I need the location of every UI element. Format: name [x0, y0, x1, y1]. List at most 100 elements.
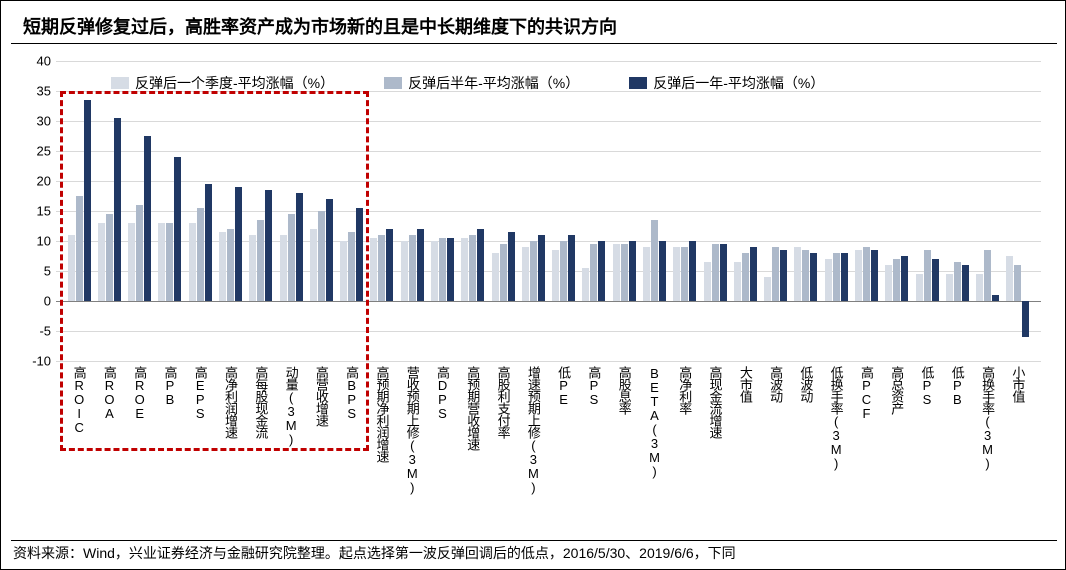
y-tick: 10	[21, 234, 51, 249]
x-label: 高净利润增速	[221, 366, 240, 438]
bar	[197, 208, 204, 301]
x-label: 高ROE	[130, 366, 149, 420]
bar	[219, 232, 226, 301]
bar	[158, 223, 165, 301]
x-label: 高PCF	[857, 366, 876, 420]
bar	[1014, 265, 1021, 301]
bar	[772, 247, 779, 301]
bar	[477, 229, 484, 301]
bar	[673, 247, 680, 301]
bar	[144, 136, 151, 301]
bar	[340, 241, 347, 301]
bar	[613, 244, 620, 301]
legend-swatch	[629, 77, 647, 89]
bar	[794, 247, 801, 301]
bar	[643, 247, 650, 301]
bar	[659, 241, 666, 301]
x-label: 高预期净利润增速	[372, 366, 391, 462]
bar	[629, 241, 636, 301]
chart-title: 短期反弹修复过后，高胜率资产成为市场新的且是中长期维度下的共识方向	[23, 13, 617, 39]
legend-label: 反弹后一年-平均涨幅（%）	[653, 73, 824, 93]
x-label: 高BPS	[342, 366, 361, 420]
legend: 反弹后一个季度-平均涨幅（%）反弹后半年-平均涨幅（%）反弹后一年-平均涨幅（%…	[111, 73, 824, 93]
bar	[114, 118, 121, 301]
x-label: 增速预期上修(3M)	[524, 366, 543, 494]
plot-area	[56, 61, 1041, 361]
bar	[356, 208, 363, 301]
bar	[508, 232, 515, 301]
bar	[590, 244, 597, 301]
x-label: 高每股现金流	[251, 366, 270, 438]
bar	[855, 250, 862, 301]
bar	[417, 229, 424, 301]
y-tick: 25	[21, 144, 51, 159]
x-label: 高EPS	[191, 366, 210, 420]
bar	[326, 199, 333, 301]
bar	[136, 205, 143, 301]
x-label: BETA(3M)	[647, 366, 662, 478]
x-label: 低PS	[918, 366, 937, 406]
bar	[885, 265, 892, 301]
bar	[370, 238, 377, 301]
bar	[552, 250, 559, 301]
bar	[538, 235, 545, 301]
bar	[530, 241, 537, 301]
x-label: 动量(3M)	[282, 366, 301, 446]
y-tick: 30	[21, 114, 51, 129]
y-tick: 15	[21, 204, 51, 219]
y-tick: 40	[21, 54, 51, 69]
gridline	[56, 361, 1041, 362]
bar	[500, 244, 507, 301]
x-axis-labels: 高ROIC高ROA高ROE高PB高EPS高净利润增速高每股现金流动量(3M)高营…	[56, 366, 1041, 546]
bar	[984, 250, 991, 301]
source-text: 资料来源：Wind，兴业证券经济与金融研究院整理。起点选择第一波反弹回调后的低点…	[13, 543, 736, 563]
bar	[128, 223, 135, 301]
bar	[962, 265, 969, 301]
bar	[386, 229, 393, 301]
x-label: 高换手率(3M)	[978, 366, 997, 470]
bar	[106, 214, 113, 301]
x-label: 高净利率	[675, 366, 694, 414]
bar	[825, 259, 832, 301]
bar	[764, 277, 771, 301]
divider-top	[11, 43, 1057, 44]
bar	[348, 232, 355, 301]
bar	[447, 238, 454, 301]
bar	[1006, 256, 1013, 301]
legend-swatch	[111, 77, 129, 89]
x-label: 高波动	[766, 366, 785, 402]
legend-item: 反弹后半年-平均涨幅（%）	[384, 73, 579, 93]
bar	[871, 250, 878, 301]
bar	[469, 235, 476, 301]
x-label: 高总资产	[887, 366, 906, 414]
bar	[461, 238, 468, 301]
x-label: 高股息率	[615, 366, 634, 414]
x-label: 低PB	[948, 366, 967, 406]
bar	[431, 241, 438, 301]
y-tick: 5	[21, 264, 51, 279]
bar	[560, 241, 567, 301]
bar	[296, 193, 303, 301]
bar	[409, 235, 416, 301]
bar	[280, 235, 287, 301]
bar	[720, 244, 727, 301]
bar	[810, 253, 817, 301]
x-label: 营收预期上修(3M)	[403, 366, 422, 494]
x-label: 高DPS	[433, 366, 452, 420]
bar	[916, 274, 923, 301]
bar	[235, 187, 242, 301]
bar	[189, 223, 196, 301]
legend-item: 反弹后一年-平均涨幅（%）	[629, 73, 824, 93]
x-label: 高营收增速	[312, 366, 331, 426]
bar	[598, 241, 605, 301]
bar	[742, 253, 749, 301]
y-tick: 20	[21, 174, 51, 189]
bar	[439, 238, 446, 301]
x-label: 高ROIC	[70, 366, 89, 434]
bar	[227, 229, 234, 301]
bar	[802, 250, 809, 301]
bar	[841, 253, 848, 301]
x-label: 低波动	[796, 366, 815, 402]
bar	[288, 214, 295, 301]
bar	[932, 259, 939, 301]
